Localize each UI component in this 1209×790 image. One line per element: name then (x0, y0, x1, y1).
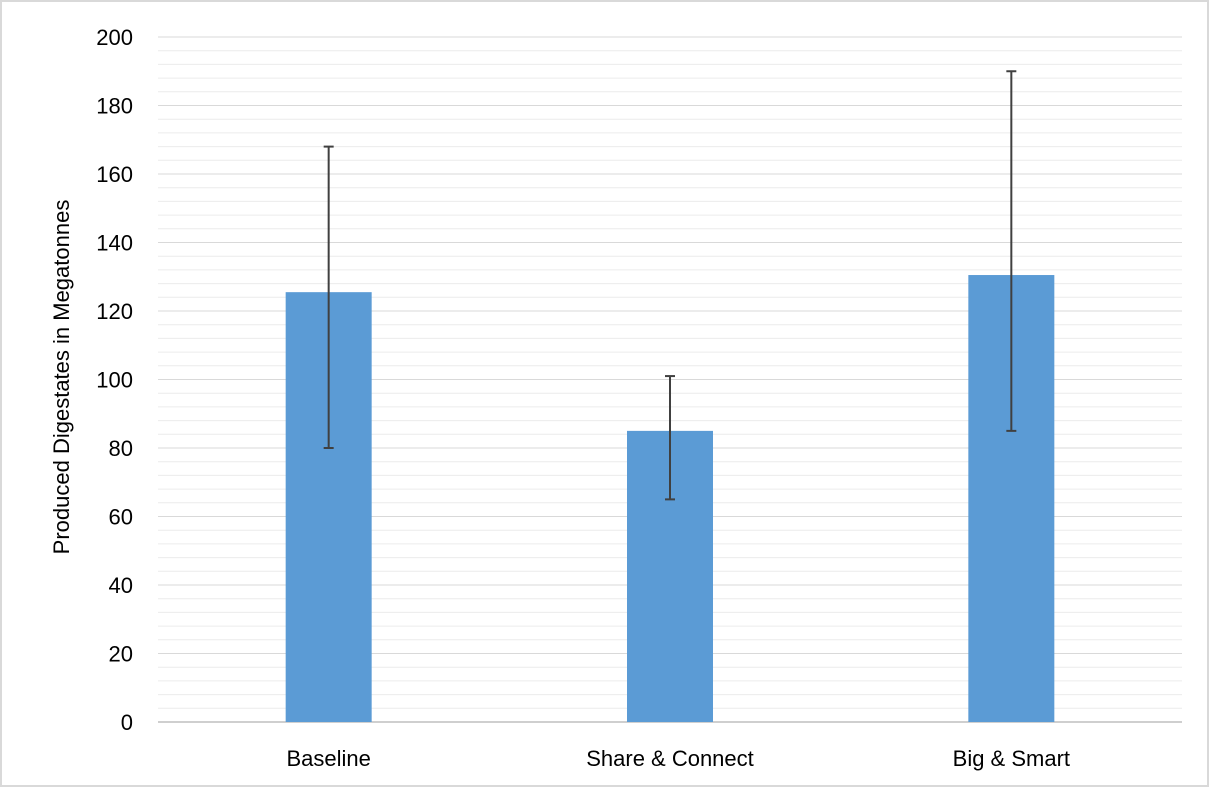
x-category-labels: Baseline Share & Connect Big & Smart (286, 746, 1070, 771)
y-tick-label: 40 (109, 573, 133, 598)
y-tick-label: 60 (109, 505, 133, 530)
y-axis-label: Produced Digestates in Megatonnes (49, 200, 74, 555)
error-bars (323, 70, 1017, 501)
y-tick-label: 120 (96, 299, 133, 324)
x-category-label: Share & Connect (586, 746, 754, 771)
y-tick-label: 180 (96, 94, 133, 119)
y-tick-label: 20 (109, 642, 133, 667)
x-category-label: Baseline (286, 746, 370, 771)
y-tick-label: 200 (96, 25, 133, 50)
y-tick-label: 140 (96, 231, 133, 256)
y-tick-label: 0 (121, 710, 133, 735)
y-tick-labels: 0 20 40 60 80 100 120 140 160 180 200 (96, 25, 133, 735)
y-tick-label: 160 (96, 162, 133, 187)
x-category-label: Big & Smart (953, 746, 1070, 771)
y-tick-label: 80 (109, 436, 133, 461)
y-tick-label: 100 (96, 368, 133, 393)
